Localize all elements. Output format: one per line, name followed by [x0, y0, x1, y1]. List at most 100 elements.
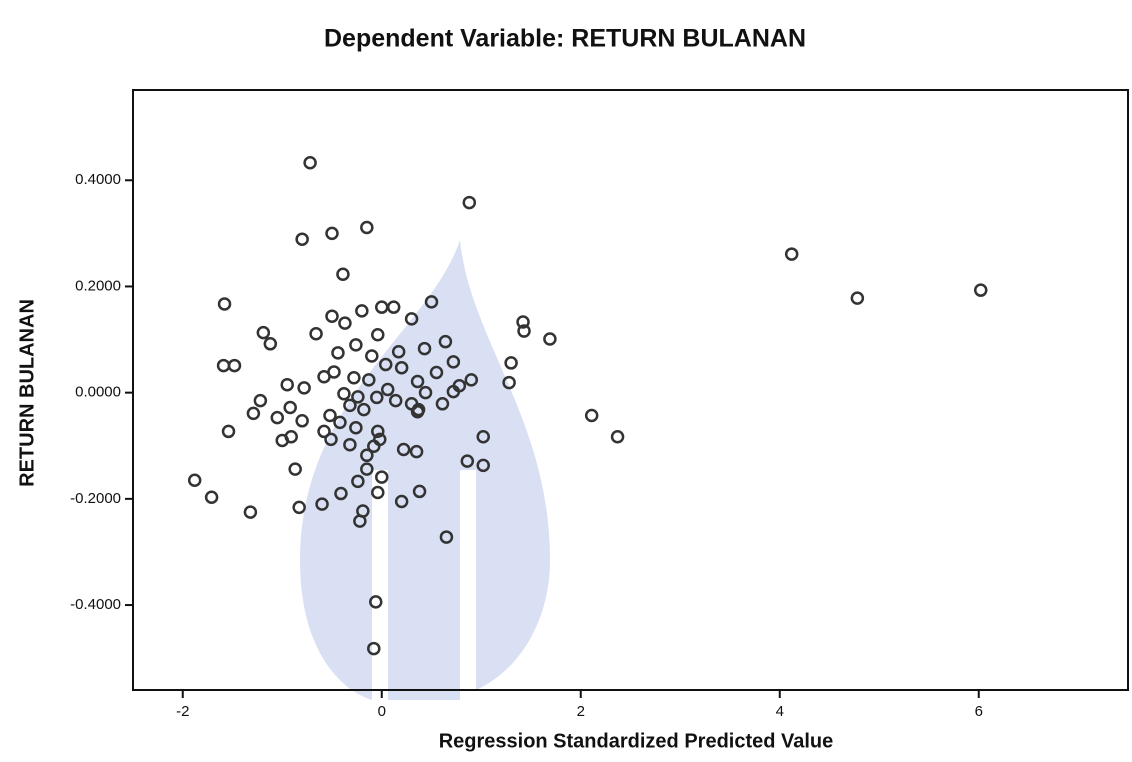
point	[476, 429, 490, 444]
x-tick-label: 0	[378, 703, 386, 720]
point	[325, 309, 339, 323]
y-tick-label: 0.0000	[75, 384, 121, 401]
point	[502, 375, 516, 390]
point	[256, 325, 271, 340]
point	[371, 485, 385, 500]
point	[309, 326, 323, 341]
point	[435, 397, 450, 411]
point	[333, 415, 347, 430]
x-tick-label: -2	[176, 703, 189, 720]
x-tick-label: 2	[577, 703, 585, 720]
point	[337, 386, 351, 401]
y-tick-label: -0.4000	[70, 596, 121, 613]
chart-title: Dependent Variable: RETURN BULANAN	[324, 25, 806, 53]
point	[394, 494, 409, 509]
point	[424, 295, 439, 309]
point	[324, 432, 338, 447]
point	[784, 247, 799, 261]
point	[263, 337, 278, 351]
x-tick-label: 6	[975, 703, 983, 720]
point	[280, 377, 294, 392]
point	[369, 595, 383, 609]
y-tick-label: -0.2000	[70, 490, 121, 507]
point	[357, 402, 371, 417]
point	[438, 334, 453, 349]
point	[517, 324, 531, 338]
point	[410, 374, 425, 389]
point	[462, 195, 477, 210]
point	[303, 155, 317, 170]
point	[394, 360, 409, 375]
point	[253, 393, 268, 408]
point	[404, 312, 419, 326]
point	[323, 408, 337, 423]
point	[275, 433, 289, 448]
point	[317, 369, 331, 384]
point	[417, 341, 432, 356]
point	[375, 470, 389, 484]
y-tick-label: 0.2000	[75, 277, 121, 294]
point	[504, 356, 518, 370]
point	[349, 338, 363, 352]
point	[216, 358, 231, 373]
point	[325, 226, 339, 241]
point	[610, 429, 625, 444]
point	[370, 390, 384, 405]
point	[331, 346, 345, 360]
point	[973, 283, 988, 297]
point	[292, 500, 306, 515]
point	[349, 420, 363, 435]
point	[336, 267, 350, 281]
point	[409, 444, 424, 459]
point	[476, 458, 490, 473]
point	[343, 437, 357, 452]
point	[850, 291, 865, 305]
point	[371, 328, 385, 342]
point	[412, 484, 427, 499]
point	[365, 349, 379, 363]
point	[297, 381, 311, 395]
point	[295, 414, 309, 428]
point	[334, 486, 348, 501]
point	[460, 454, 475, 468]
point	[371, 424, 385, 439]
point	[360, 220, 374, 235]
point	[362, 373, 376, 387]
point	[221, 424, 236, 439]
point	[353, 514, 367, 528]
point	[227, 358, 242, 373]
point	[204, 490, 219, 505]
point	[388, 393, 403, 408]
point	[367, 439, 381, 454]
point	[187, 473, 202, 488]
point	[464, 373, 479, 387]
point	[375, 300, 389, 314]
y-tick-label: 0.4000	[75, 171, 121, 188]
point	[446, 384, 461, 399]
point	[411, 402, 426, 417]
x-tick-label: 4	[776, 703, 784, 720]
y-axis-label: RETURN BULANAN	[16, 299, 38, 487]
point	[355, 304, 369, 318]
watermark	[300, 240, 550, 700]
point	[246, 406, 261, 421]
point	[439, 530, 454, 544]
point	[351, 390, 365, 404]
point	[347, 371, 361, 385]
point	[429, 365, 444, 380]
point	[338, 316, 352, 330]
point	[391, 345, 406, 359]
point	[360, 462, 374, 476]
point	[315, 497, 329, 511]
point	[283, 400, 297, 415]
point	[446, 355, 461, 369]
point	[418, 385, 433, 400]
point	[543, 332, 557, 346]
point	[351, 474, 365, 489]
point	[516, 315, 530, 329]
point	[386, 300, 401, 314]
point	[380, 382, 395, 397]
point	[396, 442, 411, 457]
point	[378, 357, 393, 372]
